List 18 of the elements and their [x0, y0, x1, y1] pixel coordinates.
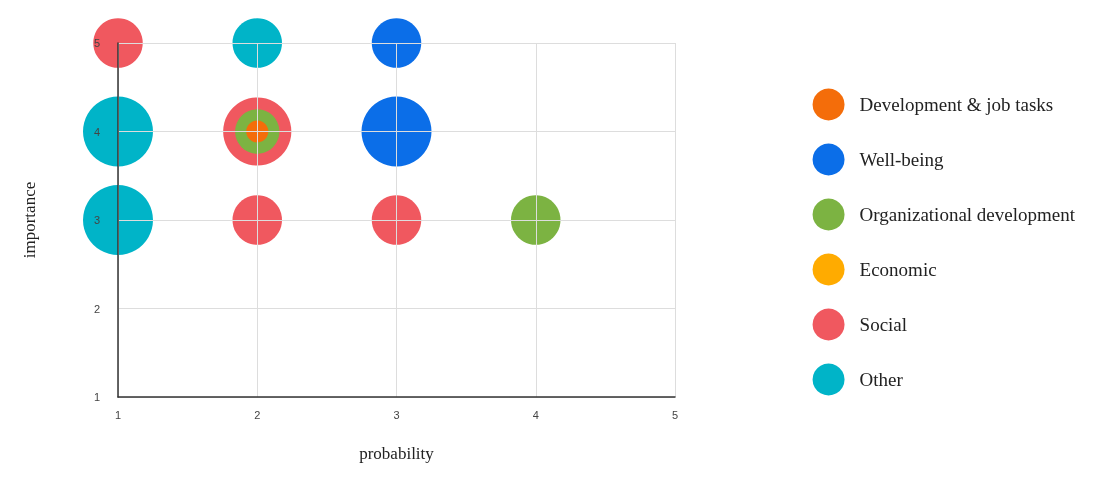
- legend-label: Other: [859, 369, 904, 390]
- legend-label: Development & job tasks: [859, 94, 1054, 115]
- x-tick-label: 4: [532, 408, 539, 421]
- y-tick-label: 2: [93, 302, 100, 315]
- y-axis-title: importance: [20, 181, 39, 259]
- y-tick-label: 1: [93, 391, 100, 403]
- y-tick-label: 4: [93, 125, 100, 138]
- legend-label: Social: [859, 314, 908, 335]
- y-tick-label: 3: [93, 214, 100, 226]
- y-tick-label: 5: [93, 37, 100, 49]
- x-tick-label: 2: [254, 408, 261, 421]
- legend-label: Economic: [859, 259, 937, 280]
- x-tick-label: 5: [671, 408, 679, 421]
- legend-label: Organizational development: [859, 204, 1076, 225]
- x-axis-title: probability: [359, 444, 435, 463]
- legend-label: Well-being: [859, 149, 944, 170]
- x-tick-label: 1: [114, 408, 122, 421]
- x-tick-label: 3: [393, 408, 400, 421]
